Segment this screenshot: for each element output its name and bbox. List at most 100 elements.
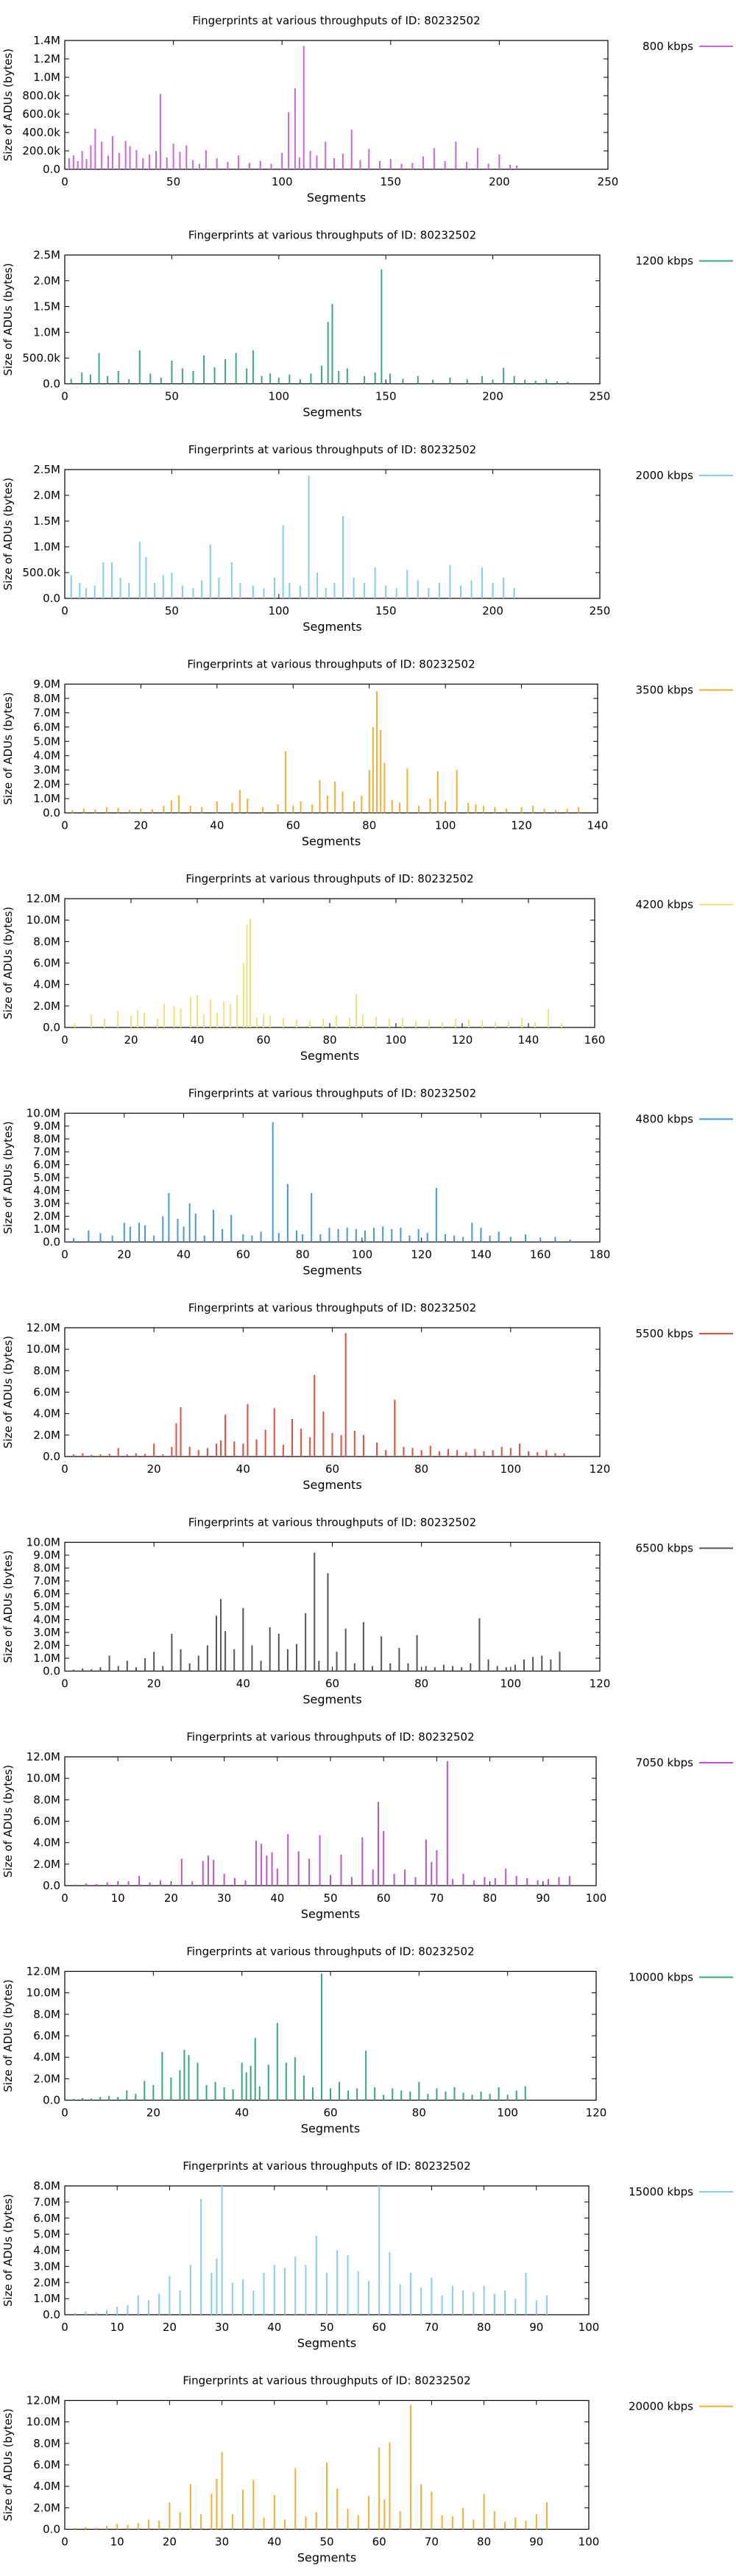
y-tick-label: 0.0 (43, 1665, 60, 1678)
plot-frame (64, 469, 601, 599)
y-tick-label: 8.0M (33, 2179, 60, 2193)
x-tick-label: 120 (411, 1248, 432, 1262)
x-tick-label: 60 (323, 2106, 337, 2120)
y-tick-label: 0.0 (43, 163, 60, 176)
y-tick-label: 5.0M (33, 1600, 60, 1613)
x-tick-label: 100 (578, 2536, 600, 2549)
x-tick-label: 0 (61, 819, 68, 832)
y-axis-label: Size of ADUs (bytes) (1, 2408, 15, 2521)
x-tick-label: 200 (489, 175, 510, 188)
x-tick-label: 60 (325, 1677, 339, 1691)
x-axis-label: Segments (307, 191, 366, 205)
y-tick-label: 2.5M (33, 249, 60, 262)
y-tick-label: 6.0M (33, 1386, 60, 1399)
x-axis-label: Segments (302, 406, 361, 420)
x-tick-label: 100 (497, 2106, 518, 2120)
x-axis-label: Segments (300, 1049, 359, 1063)
chart-title: Fingerprints at various throughputs of I… (188, 1087, 476, 1100)
plot-frame (64, 1541, 601, 1672)
x-tick-label: 80 (322, 1033, 336, 1047)
x-tick-label: 30 (217, 1892, 231, 1905)
legend-label: 5500 kbps (636, 1327, 694, 1340)
y-tick-label: 12.0M (26, 1965, 60, 1978)
y-tick-label: 4.0M (33, 2244, 60, 2257)
chart-panel-7: Fingerprints at various throughputs of I… (1, 1301, 733, 1492)
x-tick-label: 120 (452, 1033, 473, 1047)
y-tick-label: 2.0M (33, 2501, 60, 2514)
y-tick-label: 2.0M (33, 1858, 60, 1871)
x-tick-label: 20 (117, 1248, 131, 1262)
x-tick-label: 90 (529, 2321, 543, 2334)
x-tick-label: 20 (163, 2321, 177, 2334)
y-tick-label: 0.0 (43, 592, 60, 605)
x-axis-label: Segments (297, 2551, 356, 2565)
chart-title: Fingerprints at various throughputs of I… (185, 872, 473, 885)
chart-panel-11: Fingerprints at various throughputs of I… (1, 2159, 733, 2350)
y-tick-label: 4.0M (33, 2050, 60, 2064)
y-tick-label: 0.0 (43, 2308, 60, 2321)
x-tick-label: 0 (61, 1677, 68, 1691)
x-tick-label: 60 (372, 2321, 386, 2334)
y-tick-label: 12.0M (26, 2394, 60, 2407)
chart-panel-2: Fingerprints at various throughputs of I… (1, 229, 733, 420)
y-tick-label: 0.0 (43, 1879, 60, 1892)
y-tick-label: 0.0 (43, 807, 60, 820)
y-tick-label: 4.0M (33, 1184, 60, 1197)
x-tick-label: 60 (372, 2536, 386, 2549)
x-tick-label: 20 (147, 1462, 161, 1476)
x-tick-label: 100 (435, 819, 456, 832)
y-tick-label: 400.0k (22, 126, 60, 139)
x-tick-label: 40 (267, 2321, 281, 2334)
x-tick-label: 40 (236, 1462, 250, 1476)
y-tick-label: 8.0M (33, 1364, 60, 1377)
y-axis-label: Size of ADUs (bytes) (1, 1765, 15, 1878)
x-tick-label: 70 (425, 2536, 439, 2549)
x-tick-label: 60 (236, 1248, 250, 1262)
y-tick-label: 1.0M (33, 792, 60, 805)
x-axis-label: Segments (302, 1693, 361, 1707)
chart-panel-1: Fingerprints at various throughputs of I… (1, 14, 733, 205)
x-tick-label: 60 (256, 1033, 270, 1047)
y-tick-label: 4.0M (33, 1836, 60, 1850)
y-tick-label: 2.0M (33, 1210, 60, 1223)
x-tick-label: 90 (536, 1892, 550, 1905)
x-tick-label: 160 (530, 1248, 551, 1262)
y-tick-label: 4.0M (33, 1407, 60, 1420)
x-tick-label: 0 (61, 175, 68, 188)
y-tick-label: 6.0M (33, 2212, 60, 2225)
chart-panel-12: Fingerprints at various throughputs of I… (1, 2374, 733, 2565)
plot-frame (64, 683, 598, 814)
y-axis-label: Size of ADUs (bytes) (1, 1550, 15, 1663)
x-tick-label: 80 (412, 2106, 426, 2120)
chart-title: Fingerprints at various throughputs of I… (186, 1730, 474, 1744)
x-tick-label: 200 (482, 604, 503, 618)
y-tick-label: 8.0M (33, 1793, 60, 1806)
y-tick-label: 3.0M (33, 1626, 60, 1639)
y-axis-label: Size of ADUs (bytes) (1, 1979, 15, 2092)
y-tick-label: 12.0M (26, 1750, 60, 1763)
x-tick-label: 150 (380, 175, 401, 188)
y-tick-label: 4.0M (33, 1613, 60, 1627)
y-tick-label: 3.0M (33, 763, 60, 776)
chart-title: Fingerprints at various throughputs of I… (183, 2374, 470, 2388)
x-tick-label: 100 (268, 604, 289, 618)
y-tick-label: 2.0M (33, 778, 60, 791)
chart-title: Fingerprints at various throughputs of I… (187, 658, 475, 671)
y-tick-label: 2.0M (33, 2276, 60, 2289)
x-tick-label: 50 (319, 2321, 333, 2334)
y-tick-label: 7.0M (33, 706, 60, 719)
x-tick-label: 250 (598, 175, 619, 188)
plot-frame (64, 1112, 601, 1243)
y-axis-label: Size of ADUs (bytes) (1, 49, 15, 161)
x-tick-label: 20 (146, 2106, 160, 2120)
y-tick-label: 12.0M (26, 1321, 60, 1334)
y-axis-label: Size of ADUs (bytes) (1, 478, 15, 590)
x-tick-label: 0 (61, 2321, 68, 2334)
y-tick-label: 1.2M (33, 52, 60, 66)
x-tick-label: 50 (165, 390, 179, 403)
x-tick-label: 200 (482, 390, 503, 403)
x-tick-label: 100 (500, 1462, 522, 1476)
x-tick-label: 100 (386, 1033, 407, 1047)
x-tick-label: 250 (590, 604, 611, 618)
y-tick-label: 1.5M (33, 514, 60, 528)
